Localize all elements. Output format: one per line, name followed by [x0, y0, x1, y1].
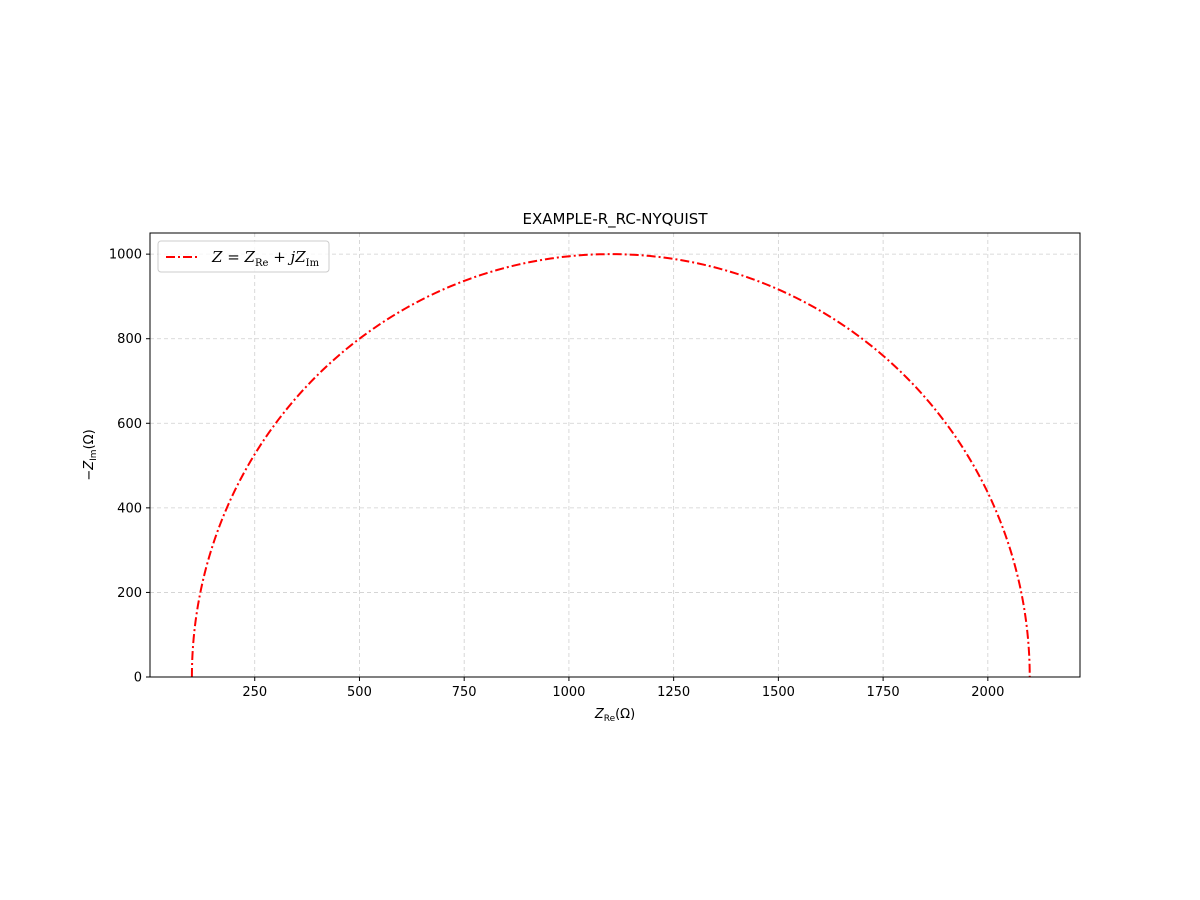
y-tick-label: 600: [117, 417, 142, 432]
plot-area-frame: [149, 232, 1081, 678]
y-tick-label: 800: [117, 332, 142, 347]
tick-layer: 250 500 750 1000 1250 1500 1750 2000 0 200 400 600 8…: [109, 248, 1004, 700]
x-tick-label: 1500: [762, 685, 795, 700]
x-tick-label: 2000: [971, 685, 1004, 700]
y-tick-label: 0: [134, 671, 142, 686]
y-tick-label: 400: [117, 501, 142, 516]
x-axis-label: ZRe(Ω): [594, 707, 635, 724]
x-tick-label: 1750: [867, 685, 900, 700]
x-tick-label: 250: [242, 685, 267, 700]
x-tick-label: 1000: [552, 685, 585, 700]
chart-title: EXAMPLE-R_RC-NYQUIST: [522, 210, 708, 229]
x-tick-label: 1250: [657, 685, 690, 700]
x-tick-label: 750: [452, 685, 477, 700]
x-tick-label: 500: [347, 685, 372, 700]
y-tick-label: 1000: [109, 248, 142, 263]
y-tick-label: 200: [117, 586, 142, 601]
legend-box: [157, 240, 330, 273]
legend: Z = ZRe + jZIm: [157, 240, 330, 273]
impedance-curve: [190, 253, 1031, 678]
legend-label: Z = ZRe + jZIm: [211, 248, 320, 269]
grid-layer: [150, 233, 1080, 678]
y-axis-label: −ZIm(Ω): [82, 429, 99, 480]
